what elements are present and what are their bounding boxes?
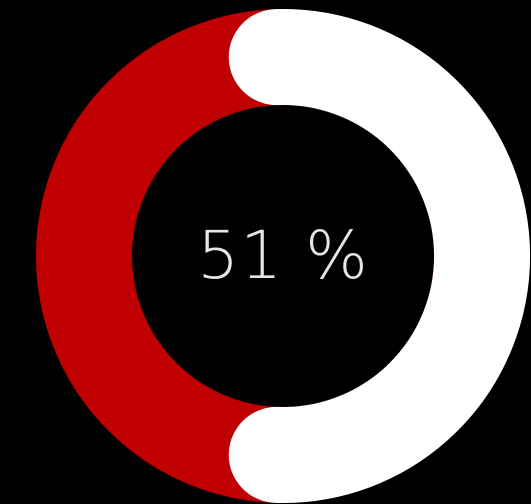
progress-percent-label: 51 % (197, 217, 369, 294)
progress-arc (228, 9, 530, 503)
